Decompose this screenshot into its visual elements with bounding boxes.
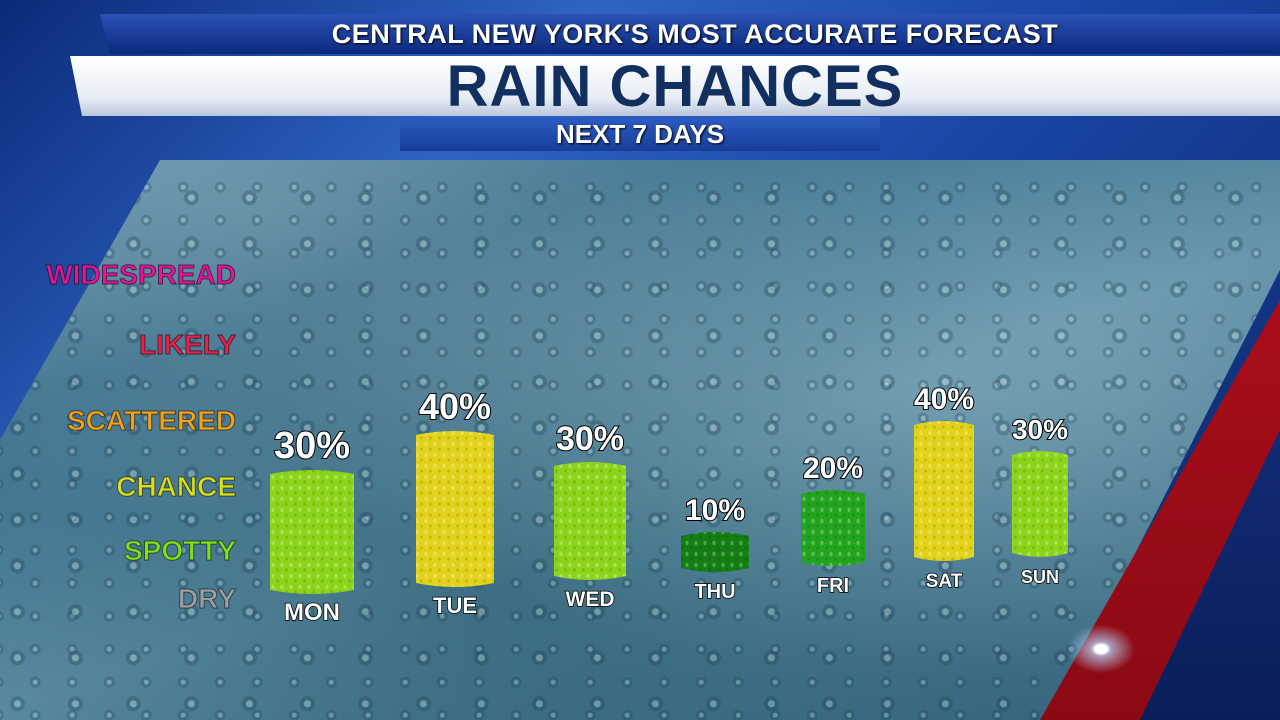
tagline-text: CENTRAL NEW YORK'S MOST ACCURATE FORECAS… [331, 18, 1059, 49]
bar-texture-sun [1012, 451, 1068, 557]
level-label-dry: DRY [178, 583, 236, 614]
day-label-wed: WED [566, 588, 615, 611]
level-label-chance: CHANCE [116, 471, 236, 502]
value-label-fri: 20% [803, 452, 863, 485]
level-label-likely: LIKELY [139, 329, 236, 360]
bar-texture-wed [554, 462, 626, 580]
bar-texture-fri [801, 490, 865, 566]
day-label-fri: FRI [817, 575, 849, 597]
day-label-mon: MON [284, 599, 340, 626]
bar-texture-tue [416, 431, 494, 587]
level-labels: WIDESPREAD LIKELY SCATTERED CHANCE SPOTTY DRY [46, 259, 237, 615]
title-bar [70, 56, 1280, 116]
level-label-widespread: WIDESPREAD [46, 259, 236, 290]
value-label-sat: 40% [914, 383, 974, 416]
day-label-thu: THU [694, 581, 735, 603]
value-label-mon: 30% [274, 425, 350, 467]
subtitle-bar [400, 117, 880, 151]
level-label-spotty: SPOTTY [124, 535, 236, 566]
level-label-scattered: SCATTERED [67, 405, 236, 436]
page-subtitle: NEXT 7 DAYS [555, 118, 725, 149]
bar-texture-mon [270, 470, 354, 594]
page-title: RAIN CHANCES [446, 53, 904, 119]
bars: 30% MON 40% TUE 30% WED 10% THU 20% FRI 40% SAT 30% S… [270, 382, 1069, 627]
value-label-wed: 30% [556, 420, 624, 458]
day-label-tue: TUE [433, 593, 477, 618]
day-label-sat: SAT [926, 571, 963, 592]
value-label-thu: 10% [685, 494, 745, 527]
day-label-sun: SUN [1021, 567, 1059, 587]
tagline-bar [100, 14, 1280, 54]
value-label-tue: 40% [419, 386, 491, 427]
bar-texture-thu [681, 532, 749, 572]
lens-flare [1066, 624, 1136, 674]
value-label-sun: 30% [1012, 414, 1068, 445]
bar-texture-sat [914, 421, 974, 561]
